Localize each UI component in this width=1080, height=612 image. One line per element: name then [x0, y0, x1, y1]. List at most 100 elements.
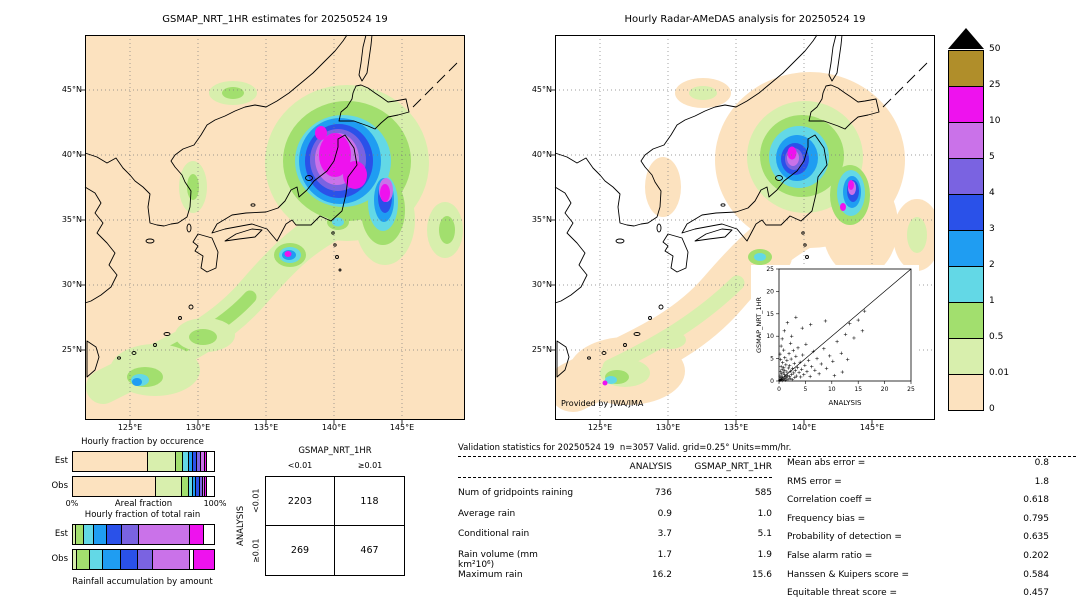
scatter-point	[802, 373, 806, 377]
left-map-lon-label: 140°E	[321, 423, 347, 432]
scatter-point	[789, 357, 793, 361]
scatter-point	[778, 357, 783, 362]
validation-analysis-value: 1.7	[657, 549, 672, 560]
stats-col-analysis: ANALYSIS	[629, 462, 672, 472]
scatter-point	[839, 351, 844, 355]
scatter-point	[806, 358, 811, 363]
validation-gsmap-value: 585	[754, 488, 772, 498]
scatter-point	[794, 374, 799, 378]
scatter-point	[795, 365, 800, 370]
bar-row-label: Est	[54, 529, 68, 539]
scatter-point	[782, 373, 786, 377]
metric-label: Hanssen & Kuipers score =	[787, 569, 910, 580]
scatter-point	[815, 356, 819, 361]
scatter-point	[803, 363, 807, 368]
bar-segment	[199, 477, 203, 496]
metric-row: Mean abs error = 0.8	[787, 458, 1049, 468]
occurrence-bars-title: Hourly fraction by occurence	[81, 437, 204, 447]
colorbar-tick-label: 10	[989, 116, 1001, 126]
colorbar-tick-label: 4	[989, 188, 995, 198]
bar-segment	[206, 452, 214, 471]
bar-row-label: Est	[54, 456, 68, 466]
bar-segment	[77, 550, 90, 569]
left-map-grid	[81, 35, 465, 424]
scatter-point	[808, 374, 812, 379]
scatter-point	[810, 364, 814, 369]
bar-segment	[194, 550, 214, 569]
validation-analysis-value: 16.2	[651, 570, 672, 581]
colorbar-tick-label: 3	[989, 224, 995, 234]
scatter-point	[788, 376, 792, 381]
korea-russia-coastline	[554, 34, 818, 227]
left-map-coastline	[84, 34, 458, 378]
xaxis-max-label: 100%	[203, 499, 227, 508]
axis-ticks	[81, 89, 403, 424]
scatter-point	[793, 368, 798, 372]
contingency-cell: 118	[335, 477, 404, 526]
scatter-point	[786, 366, 791, 370]
scatter-point	[794, 354, 798, 359]
scatter-point	[848, 321, 852, 326]
scatter-point	[778, 352, 782, 356]
right-map-coastline	[554, 34, 928, 378]
inset-y-tick-label: 15	[766, 311, 774, 318]
total-rain-bar-est	[72, 524, 215, 545]
colorbar-overflow-triangle	[948, 28, 984, 49]
bar-segment	[153, 550, 190, 569]
validation-row-label: Num of gridpoints raining	[458, 488, 574, 498]
bar-segment	[192, 452, 198, 471]
precip-shading-right	[555, 72, 935, 412]
bar-segment	[204, 525, 214, 544]
metric-value: 1.8	[1034, 476, 1049, 487]
shikoku-coastline	[694, 228, 733, 242]
metric-value: 0.635	[1023, 532, 1049, 543]
scatter-point	[856, 318, 860, 322]
bar-segment	[189, 550, 195, 569]
bar-segment	[202, 477, 205, 496]
inset-x-tick-label: 20	[881, 386, 889, 393]
metric-row: Equitable threat score = 0.457	[787, 588, 1049, 598]
occurrence-xlabel: Areal fraction	[114, 499, 173, 509]
colorbar-tick-label: 0.5	[989, 332, 1004, 342]
validation-row-label: Conditional rain	[458, 529, 530, 540]
colorbar-segment	[949, 123, 983, 159]
kuril-islands	[412, 62, 458, 108]
contingency-cell: 467	[360, 545, 379, 556]
colorbar-tick-label: 1	[989, 296, 995, 306]
bar-segment	[188, 452, 193, 471]
scatter-point	[811, 349, 816, 354]
bar-segment	[192, 477, 197, 496]
bar-segment	[197, 452, 202, 471]
left-map-lat-label: 25°N	[61, 345, 82, 354]
metric-value: 0.795	[1023, 513, 1049, 524]
contingency-cell: 269	[266, 526, 335, 575]
scatter-point	[827, 354, 832, 358]
scatter-point	[792, 361, 797, 366]
bar-segment	[73, 550, 78, 569]
contingency-row-label-ge: ≥0.01	[251, 538, 261, 564]
metric-label: Mean abs error =	[787, 458, 866, 468]
bar-segment	[196, 477, 200, 496]
scatter-point	[800, 326, 804, 330]
metric-row: RMS error = 1.8	[787, 477, 1049, 487]
scatter-point	[780, 360, 785, 365]
precip-shading-left	[86, 81, 463, 404]
metric-label: Equitable threat score =	[787, 588, 898, 599]
scatter-point	[800, 367, 804, 372]
colorbar-segment	[949, 87, 983, 123]
bar-segment	[175, 452, 183, 471]
scatter-point	[801, 353, 805, 357]
validation-row: Conditional rain 3.7 5.1	[458, 529, 772, 539]
bar-row-label: Obs	[51, 481, 68, 491]
stats-rows: Num of gridpoints raining 736 585 Average r…	[458, 488, 772, 588]
scatter-point	[782, 348, 786, 352]
bar-segment	[73, 452, 148, 471]
inset-x-tick-label: 25	[907, 386, 915, 393]
scatter-point	[782, 329, 786, 333]
skill-metrics: Mean abs error = 0.8 RMS error = 1.8 Correla…	[787, 458, 1049, 603]
validation-row-label: Maximum rain	[458, 570, 523, 581]
axis-ticks	[551, 89, 873, 424]
scatter-point	[785, 373, 790, 378]
taiwan-coastline	[86, 340, 100, 378]
contingency-col-label-ge: ≥0.01	[357, 461, 383, 470]
